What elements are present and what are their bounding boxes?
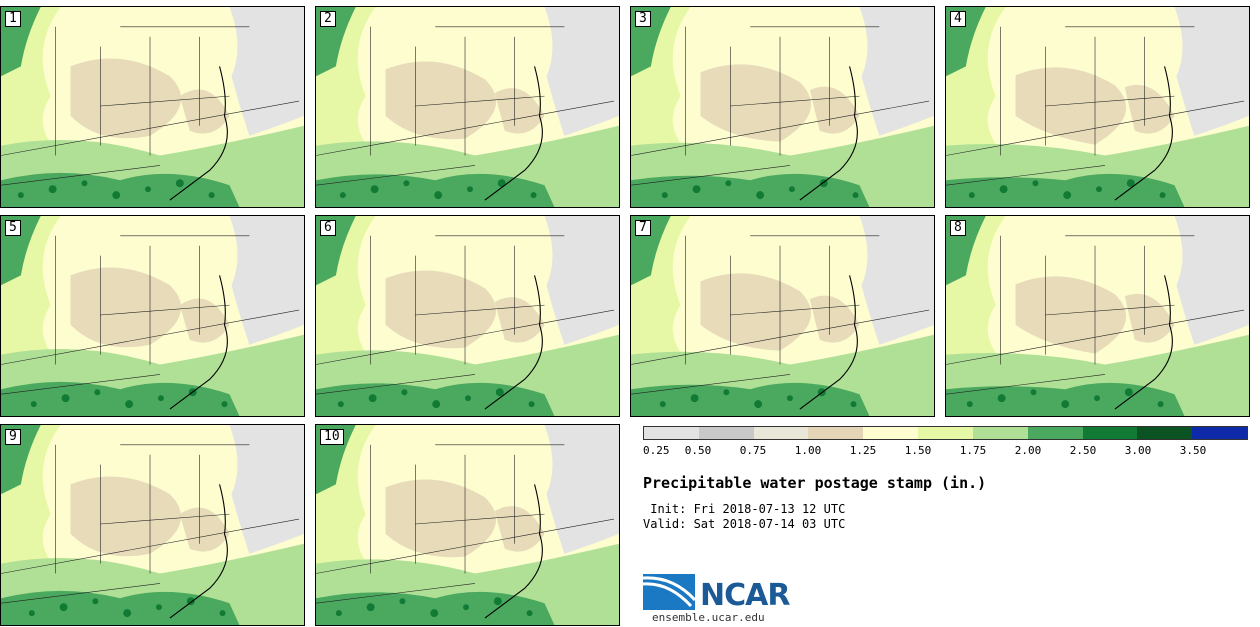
map-panel-8: 8 xyxy=(945,215,1250,417)
precip-water-map xyxy=(1,7,304,207)
colorbar-segment xyxy=(1137,427,1193,439)
map-panel-4: 4 xyxy=(945,6,1250,208)
colorbar-tick-label: 1.25 xyxy=(849,444,877,457)
logo-text: NCAR xyxy=(700,578,790,613)
colorbar-tick-label: 3.00 xyxy=(1124,444,1152,457)
colorbar-segment xyxy=(644,427,699,439)
colorbar-tick-label: 0.75 xyxy=(739,444,767,457)
valid-time: Valid: Sat 2018-07-14 03 UTC xyxy=(643,517,846,531)
map-panel-6: 6 xyxy=(315,215,620,417)
map-panel-9: 9 xyxy=(0,424,305,626)
colorbar-segment xyxy=(1192,427,1247,439)
chart-title: Precipitable water postage stamp (in.) xyxy=(643,474,987,492)
colorbar-tick-label: 2.00 xyxy=(1014,444,1042,457)
precip-water-map xyxy=(1,425,304,625)
colorbar xyxy=(643,426,1248,440)
panel-number: 3 xyxy=(635,11,651,27)
panel-number: 9 xyxy=(5,429,21,445)
map-panel-5: 5 xyxy=(0,215,305,417)
colorbar-segment xyxy=(1027,427,1083,439)
colorbar-segment xyxy=(863,427,919,439)
colorbar-segment xyxy=(1082,427,1138,439)
ncar-logo-icon xyxy=(643,574,697,610)
precip-water-map xyxy=(946,216,1249,416)
panel-number: 1 xyxy=(5,11,21,27)
map-panel-1: 1 xyxy=(0,6,305,208)
panel-number: 10 xyxy=(320,429,344,445)
init-time: Init: Fri 2018-07-13 12 UTC xyxy=(643,502,846,516)
precip-water-map xyxy=(316,216,619,416)
panel-number: 6 xyxy=(320,220,336,236)
map-panel-3: 3 xyxy=(630,6,935,208)
colorbar-ticks: 0.25 0.50 0.75 1.00 1.25 1.50 1.75 2.00 2.50 3.00… xyxy=(643,444,1248,460)
panel-number: 2 xyxy=(320,11,336,27)
panel-number: 8 xyxy=(950,220,966,236)
colorbar-tick-label: 1.00 xyxy=(794,444,822,457)
precip-water-map xyxy=(631,7,934,207)
colorbar-tick-label: 3.50 xyxy=(1179,444,1207,457)
precip-water-map xyxy=(316,425,619,625)
panel-number: 7 xyxy=(635,220,651,236)
map-panel-2: 2 xyxy=(315,6,620,208)
colorbar-tick-label: 1.75 xyxy=(959,444,987,457)
site-url: ensemble.ucar.edu xyxy=(652,611,765,624)
colorbar-segment xyxy=(698,427,754,439)
precip-water-map xyxy=(631,216,934,416)
colorbar-tick-label: 0.50 xyxy=(684,444,712,457)
colorbar-segment xyxy=(972,427,1028,439)
panel-number: 4 xyxy=(950,11,966,27)
colorbar-tick-label: 0.25 xyxy=(643,444,670,457)
panel-number: 5 xyxy=(5,220,21,236)
colorbar-tick-label: 1.50 xyxy=(904,444,932,457)
colorbar-segment xyxy=(753,427,809,439)
map-panel-7: 7 xyxy=(630,215,935,417)
colorbar-tick-label: 2.50 xyxy=(1069,444,1097,457)
map-panel-10: 10 xyxy=(315,424,620,626)
precip-water-map xyxy=(1,216,304,416)
precip-water-map xyxy=(316,7,619,207)
colorbar-segment xyxy=(918,427,973,439)
precip-water-map xyxy=(946,7,1249,207)
colorbar-segment xyxy=(808,427,864,439)
